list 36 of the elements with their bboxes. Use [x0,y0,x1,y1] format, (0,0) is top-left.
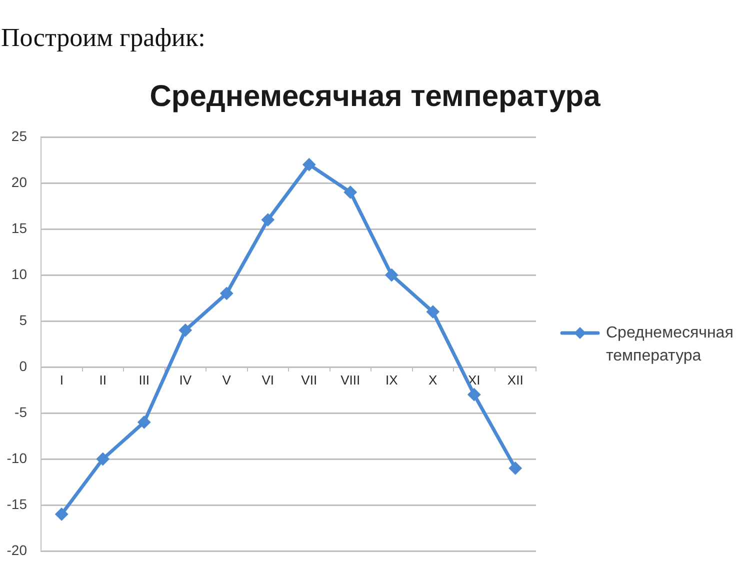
y-tick-label: 20 [11,174,28,190]
point [138,416,151,429]
x-tick-label: VII [301,372,318,388]
point [55,508,68,521]
point [302,158,316,172]
x-tick-label: VI [262,372,274,388]
y-tick-label: -15 [6,496,28,512]
x-tick-label: I [60,372,64,388]
chart-title: Среднемесячная температура [150,80,601,113]
y-tick-label: 0 [19,358,28,374]
x-tick-label: X [428,372,438,388]
x-tick-label: IV [179,372,192,388]
x-tick-label: III [138,372,150,388]
point [344,186,357,199]
point [508,462,522,475]
x-tick-label: IX [385,372,398,388]
x-tick-label: XII [507,372,524,388]
x-tick-label: V [222,372,232,388]
y-tick-label: 10 [11,266,28,282]
x-tick-label: VIII [340,372,360,388]
text: Построим график: [1,23,206,52]
point [426,305,440,318]
point [220,286,234,300]
y-tick-label: -10 [6,450,28,466]
y-tick-label: 15 [11,220,28,236]
x-tick-label: II [99,372,106,388]
y-tick-label: -5 [14,404,28,420]
point [468,388,481,402]
legend-label: Среднемесячная температура [606,324,734,364]
y-tick-label: -20 [6,542,28,558]
y-tick-label: 25 [11,128,28,144]
point [261,213,274,226]
point [178,324,192,337]
point [96,452,110,466]
y-tick-label: 5 [19,312,28,328]
point [385,268,398,282]
